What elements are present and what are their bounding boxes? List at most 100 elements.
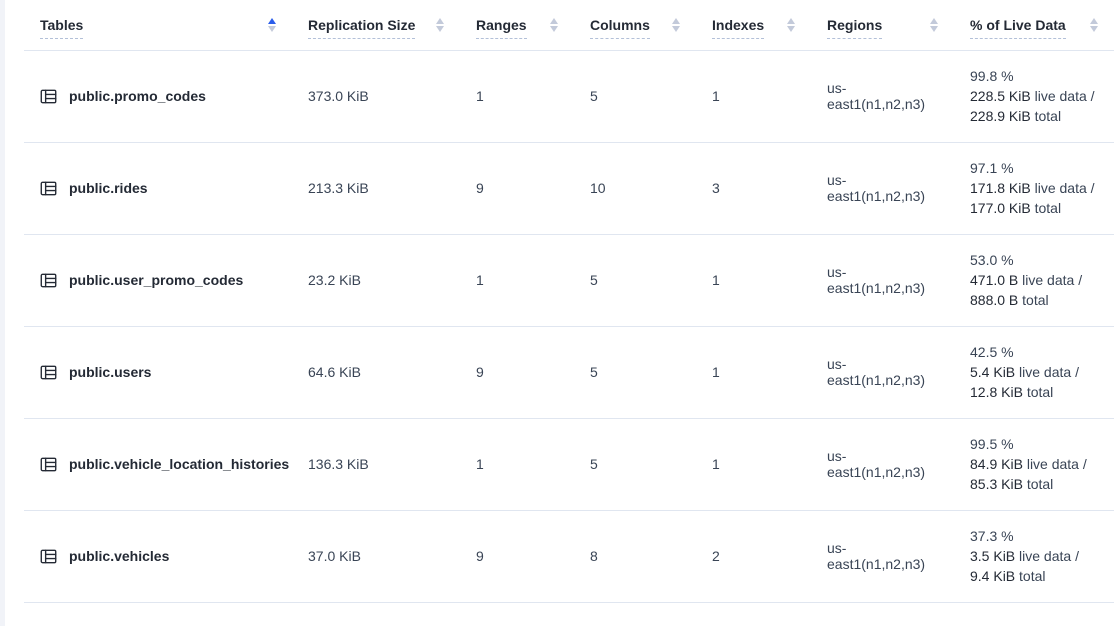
sort-asc-icon	[1090, 17, 1098, 24]
column-header-tables[interactable]: Tables	[24, 0, 292, 51]
table-name-cell[interactable]: public.vehicle_location_histories	[24, 418, 292, 511]
live-data-percent: 53.0 %	[970, 252, 1014, 268]
table-row[interactable]: public.promo_codes 373.0 KiB 1 5 1 us-ea…	[24, 50, 1114, 143]
column-label[interactable]: Tables	[40, 17, 84, 39]
table-name[interactable]: public.user_promo_codes	[69, 272, 244, 288]
sort-icon[interactable]	[436, 17, 444, 32]
table-row[interactable]: public.user_promo_codes 23.2 KiB 1 5 1 u…	[24, 234, 1114, 327]
sort-desc-icon	[1090, 25, 1098, 32]
live-data-cell: 97.1 % 171.8 KiB live data / 177.0 KiB t…	[954, 142, 1114, 235]
columns-cell: 5	[574, 326, 696, 419]
total-data-size: 177.0 KiB total	[970, 200, 1062, 216]
total-data-size: 85.3 KiB total	[970, 476, 1054, 492]
regions-cell: us-east1(n1,n2,n3)	[811, 418, 954, 511]
sort-icon[interactable]	[550, 17, 558, 32]
column-header-ranges[interactable]: Ranges	[460, 0, 574, 51]
total-data-size: 888.0 B total	[970, 292, 1049, 308]
table-name[interactable]: public.vehicle_location_histories	[69, 456, 290, 472]
column-label[interactable]: Indexes	[712, 17, 765, 39]
live-data-cell: 53.0 % 471.0 B live data / 888.0 B total	[954, 234, 1114, 327]
table-name-cell[interactable]: public.users	[24, 326, 292, 419]
table-row[interactable]: public.vehicle_location_histories 136.3 …	[24, 418, 1114, 511]
replication-size-cell: 37.0 KiB	[292, 510, 460, 603]
table-name-cell[interactable]: public.rides	[24, 142, 292, 235]
table-name[interactable]: public.promo_codes	[69, 88, 206, 104]
sort-desc-icon	[930, 25, 938, 32]
table-row[interactable]: public.vehicles 37.0 KiB 9 8 2 us-east1(…	[24, 510, 1114, 603]
table-name[interactable]: public.users	[69, 364, 152, 380]
table-row[interactable]: public.users 64.6 KiB 9 5 1 us-east1(n1,…	[24, 326, 1114, 419]
indexes-cell: 1	[696, 418, 811, 511]
column-header-regions[interactable]: Regions	[811, 0, 954, 51]
column-label[interactable]: Replication Size	[308, 17, 416, 39]
table-icon	[40, 456, 57, 473]
column-header-indexes[interactable]: Indexes	[696, 0, 811, 51]
columns-cell: 5	[574, 50, 696, 143]
indexes-cell: 1	[696, 234, 811, 327]
table-name-cell[interactable]: public.promo_codes	[24, 50, 292, 143]
live-data-size: 171.8 KiB live data /	[970, 180, 1095, 196]
live-data-percent: 99.8 %	[970, 68, 1014, 84]
replication-size-cell: 213.3 KiB	[292, 142, 460, 235]
indexes-cell: 1	[696, 326, 811, 419]
live-data-size: 5.4 KiB live data /	[970, 364, 1079, 380]
sort-asc-icon	[550, 17, 558, 24]
total-data-size: 228.9 KiB total	[970, 108, 1062, 124]
regions-cell: us-east1(n1,n2,n3)	[811, 142, 954, 235]
replication-size-cell: 23.2 KiB	[292, 234, 460, 327]
live-data-size: 3.5 KiB live data /	[970, 548, 1079, 564]
sort-asc-icon	[268, 17, 276, 24]
ranges-cell: 9	[460, 510, 574, 603]
columns-cell: 8	[574, 510, 696, 603]
regions-cell: us-east1(n1,n2,n3)	[811, 234, 954, 327]
column-label[interactable]: % of Live Data	[970, 17, 1066, 39]
column-label[interactable]: Regions	[827, 17, 883, 39]
columns-cell: 5	[574, 234, 696, 327]
table-row[interactable]: public.rides 213.3 KiB 9 10 3 us-east1(n…	[24, 142, 1114, 235]
sort-icon[interactable]	[672, 17, 680, 32]
table-icon	[40, 180, 57, 197]
sort-icon[interactable]	[268, 17, 276, 32]
indexes-cell: 3	[696, 142, 811, 235]
regions-cell: us-east1(n1,n2,n3)	[811, 510, 954, 603]
table-name[interactable]: public.vehicles	[69, 548, 170, 564]
column-label[interactable]: Ranges	[476, 17, 527, 39]
replication-size-cell: 64.6 KiB	[292, 326, 460, 419]
table-icon	[40, 272, 57, 289]
indexes-cell: 1	[696, 50, 811, 143]
column-header-live-data[interactable]: % of Live Data	[954, 0, 1114, 51]
sort-asc-icon	[787, 17, 795, 24]
columns-cell: 10	[574, 142, 696, 235]
live-data-percent: 42.5 %	[970, 344, 1014, 360]
sort-asc-icon	[930, 17, 938, 24]
table-body: public.promo_codes 373.0 KiB 1 5 1 us-ea…	[24, 50, 1114, 603]
total-data-size: 9.4 KiB total	[970, 568, 1046, 584]
sort-icon[interactable]	[930, 17, 938, 32]
sort-desc-icon	[787, 25, 795, 32]
sort-desc-icon	[268, 25, 276, 32]
live-data-percent: 99.5 %	[970, 436, 1014, 452]
ranges-cell: 1	[460, 50, 574, 143]
ranges-cell: 9	[460, 142, 574, 235]
columns-cell: 5	[574, 418, 696, 511]
sort-desc-icon	[436, 25, 444, 32]
sort-desc-icon	[550, 25, 558, 32]
table-name-cell[interactable]: public.vehicles	[24, 510, 292, 603]
column-header-columns[interactable]: Columns	[574, 0, 696, 51]
table-name[interactable]: public.rides	[69, 180, 148, 196]
ranges-cell: 1	[460, 418, 574, 511]
live-data-percent: 97.1 %	[970, 160, 1014, 176]
live-data-cell: 99.5 % 84.9 KiB live data / 85.3 KiB tot…	[954, 418, 1114, 511]
indexes-cell: 2	[696, 510, 811, 603]
column-label[interactable]: Columns	[590, 17, 650, 39]
ranges-cell: 1	[460, 234, 574, 327]
live-data-size: 84.9 KiB live data /	[970, 456, 1087, 472]
table-name-cell[interactable]: public.user_promo_codes	[24, 234, 292, 327]
sort-asc-icon	[672, 17, 680, 24]
sort-desc-icon	[672, 25, 680, 32]
table-icon	[40, 548, 57, 565]
sort-icon[interactable]	[1090, 17, 1098, 32]
column-header-replication-size[interactable]: Replication Size	[292, 0, 460, 51]
sort-icon[interactable]	[787, 17, 795, 32]
header-row: Tables Replication Size Ranges Columns Index…	[24, 0, 1114, 51]
